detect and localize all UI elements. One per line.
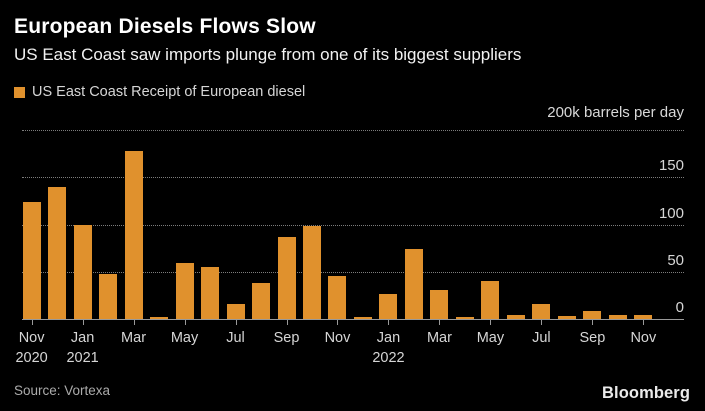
bar-oct-2021 <box>302 226 321 319</box>
y-axis-tick-label: 50 <box>667 251 684 269</box>
bar-mar-2022 <box>430 289 449 319</box>
y-axis-unit-label: 200k barrels per day <box>547 104 684 121</box>
x-axis-tick <box>184 320 186 325</box>
x-axis-tick <box>82 320 84 325</box>
x-axis-tick <box>31 320 33 325</box>
x-axis-tick-label: Sep <box>273 330 300 346</box>
x-axis-tick-label: Mar <box>121 330 147 346</box>
bar-dec-2021 <box>353 317 372 319</box>
y-axis-tick-label: 100 <box>658 204 684 222</box>
bar-nov-2020 <box>22 201 41 319</box>
x-axis-tick-label: Nov 2020 <box>15 330 48 366</box>
x-axis-tick <box>439 320 441 325</box>
x-axis-tick-label: May <box>170 330 199 346</box>
bar-feb-2022 <box>404 249 423 319</box>
y-axis-tick-label: 150 <box>658 157 684 175</box>
x-axis-tick-label: Nov <box>324 330 351 346</box>
x-axis-tick-label: Jan 2021 <box>66 330 99 366</box>
plot-area: 0 50 100 150 <box>22 130 684 320</box>
bar-oct-2022 <box>608 315 627 319</box>
gridline-200 <box>22 130 684 131</box>
bar-may-2021 <box>175 263 194 319</box>
bar-jul-2021 <box>226 303 245 319</box>
x-axis-tick-label: May <box>476 330 505 346</box>
bar-apr-2021 <box>150 317 169 319</box>
x-axis-tick <box>592 320 594 325</box>
bloomberg-logo: Bloomberg <box>602 384 690 402</box>
x-axis-tick-label: Jul <box>226 330 245 346</box>
y-axis-tick-label: 0 <box>675 299 684 316</box>
legend-swatch-icon <box>14 86 25 98</box>
bar-mar-2021 <box>124 150 143 319</box>
x-axis-tick <box>388 320 390 325</box>
x-axis-tick-label: Mar <box>426 330 452 346</box>
bar-jun-2021 <box>201 267 220 319</box>
gridline-100 <box>22 224 684 226</box>
chart-subtitle: US East Coast saw imports plunge from on… <box>14 45 522 64</box>
source-label: Source: Vortexa <box>14 383 111 398</box>
bar-jan-2021 <box>73 224 92 319</box>
x-axis: Nov 2020 Jan 2021 Mar May Jul Sep Nov Jan 2022 M… <box>15 320 684 372</box>
gridline-50 <box>22 271 684 273</box>
bar-jan-2022 <box>379 293 398 319</box>
x-axis-tick-label: Nov <box>630 330 657 346</box>
x-axis-tick <box>286 320 288 325</box>
legend: US East Coast Receipt of European diesel <box>14 84 305 100</box>
x-axis-tick <box>643 320 645 325</box>
legend-label: US East Coast Receipt of European diesel <box>32 84 306 100</box>
x-axis-tick <box>133 320 135 325</box>
x-axis-tick <box>490 320 492 325</box>
x-axis-tick-label: Jan 2022 <box>372 330 405 366</box>
bar-apr-2022 <box>455 317 474 319</box>
bar-nov-2022 <box>634 315 653 319</box>
x-axis-tick-label: Jul <box>532 330 551 346</box>
bar-sep-2021 <box>277 236 296 319</box>
bar-jul-2022 <box>532 303 551 319</box>
bar-may-2022 <box>481 281 500 319</box>
bar-aug-2022 <box>557 316 576 319</box>
bar-sep-2022 <box>583 311 602 319</box>
bar-feb-2021 <box>99 273 118 319</box>
x-axis-tick <box>235 320 237 325</box>
chart-title: European Diesels Flows Slow <box>14 15 316 38</box>
bar-jun-2022 <box>506 315 525 319</box>
bar-aug-2021 <box>252 283 270 319</box>
x-axis-tick <box>541 320 543 325</box>
bar-nov-2021 <box>328 276 347 319</box>
x-axis-tick-label: Sep <box>579 330 606 346</box>
bar-dec-2020 <box>48 186 67 319</box>
gridline-150 <box>22 177 684 179</box>
x-axis-tick <box>337 320 339 325</box>
